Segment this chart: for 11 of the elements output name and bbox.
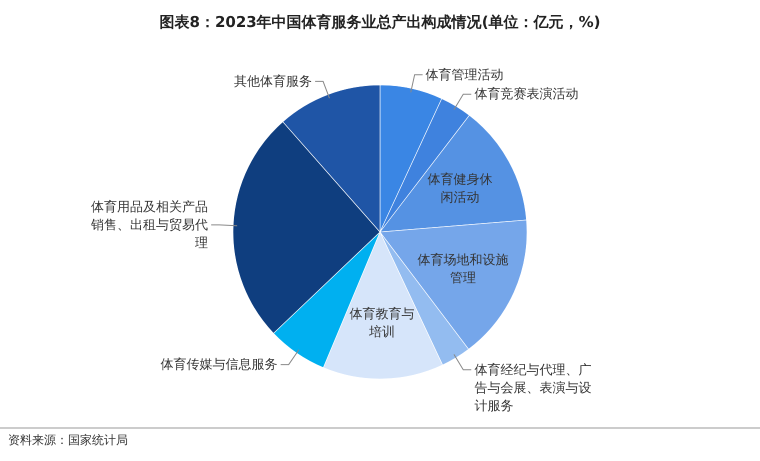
slice-label: 体育经纪与代理、广告与会展、表演与设计服务 <box>474 362 592 414</box>
slice-label: 体育用品及相关产品销售、出租与贸易代理 <box>90 198 208 251</box>
slice-label: 体育竞赛表演活动 <box>474 86 578 102</box>
slice-label: 体育教育与培训 <box>350 306 415 340</box>
slice-label: 体育管理活动 <box>426 66 504 83</box>
slice-label: 体育传媒与信息服务 <box>160 356 278 373</box>
slice-label: 体育健身休闲活动 <box>428 171 493 206</box>
chart-title: 图表8：2023年中国体育服务业总产出构成情况(单位：亿元，%) <box>160 13 600 31</box>
text: 资料来源：国家统计局 <box>8 433 128 447</box>
slice-label: 其他体育服务 <box>234 73 312 90</box>
slice-label: 体育场地和设施管理 <box>418 252 509 286</box>
